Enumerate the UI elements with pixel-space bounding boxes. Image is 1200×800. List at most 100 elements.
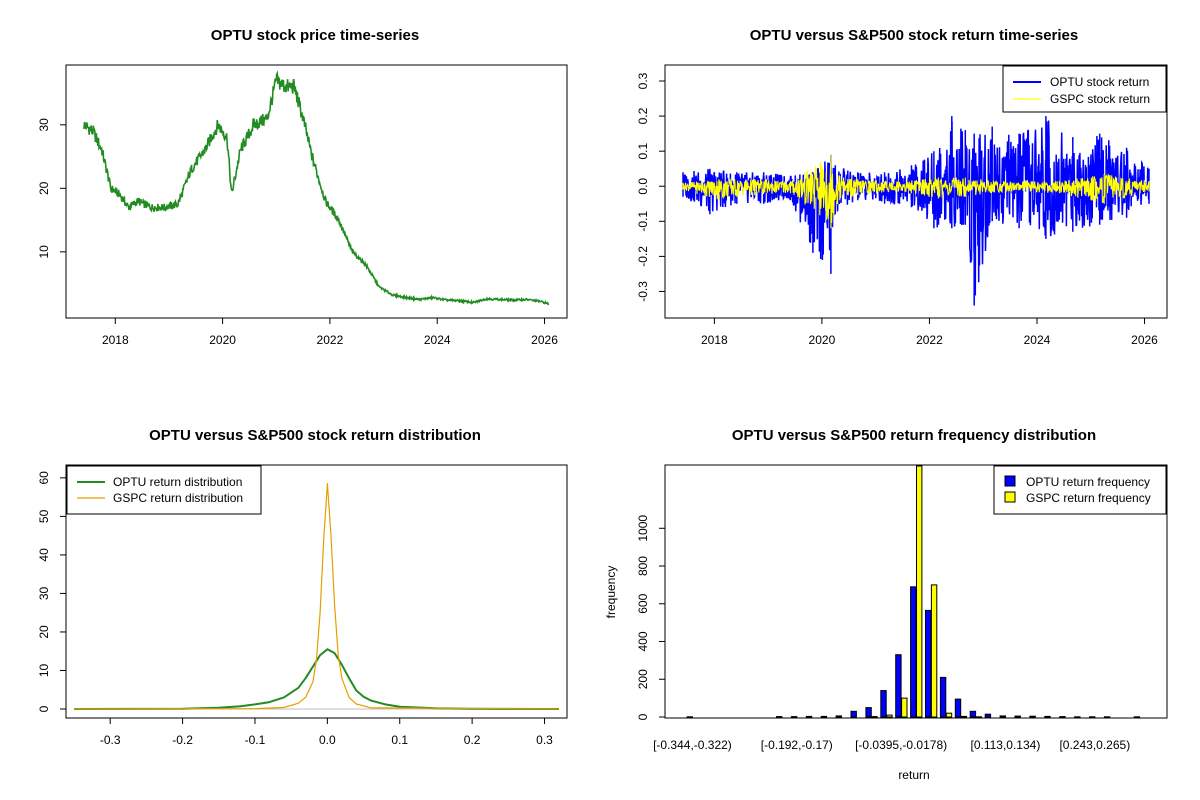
legend-gspc-return-label: GSPC stock return	[1050, 92, 1150, 106]
optu-freq-bar	[1014, 715, 1021, 718]
density-xtick-label: 0.0	[319, 733, 336, 747]
return-xtick-label: 2018	[701, 333, 728, 347]
optu-freq-bar	[1044, 715, 1051, 718]
price-plot-frame	[65, 64, 568, 319]
density-legend-box	[66, 465, 262, 515]
return-legend-box	[1002, 65, 1167, 113]
return-ytick-label: 0.3	[636, 72, 650, 89]
density-ytick-label: 40	[37, 548, 51, 562]
price-axis-ticks: 2018 2020 2022 2024 2026 10 20 30	[37, 118, 558, 347]
density-panel: OPTU versus S&P500 stock return distribu…	[37, 427, 568, 747]
optu-freq-bar	[850, 710, 857, 718]
optu-freq-bar	[895, 654, 902, 718]
legend-optu-freq-label: OPTU return frequency	[1026, 475, 1150, 489]
legend-gspc-density-label: GSPC return distribution	[113, 491, 243, 505]
optu-freq-bar	[939, 676, 947, 718]
price-xtick-label: 2018	[102, 333, 129, 347]
price-chart-title: OPTU stock price time-series	[211, 27, 419, 44]
return-axis-ticks: 2018 2020 2022 2024 2026 -0.3 -0.2 -0.1 0.0 0.1 0.…	[636, 72, 1158, 347]
return-ytick-label: -0.1	[636, 211, 650, 232]
gspc-freq-bar	[945, 712, 953, 718]
return-ytick-label: -0.2	[636, 246, 650, 267]
optu-freq-bar	[954, 698, 962, 718]
histogram-xtick-label: [-0.192,-0.17)	[761, 738, 833, 752]
density-xtick-label: -0.1	[245, 733, 266, 747]
density-plot-frame	[65, 464, 568, 719]
gspc-freq-bar	[916, 465, 923, 718]
gspc-freq-bar	[930, 584, 938, 718]
legend-optu-density-label: OPTU return distribution	[113, 475, 242, 489]
price-xtick-label: 2022	[317, 333, 344, 347]
density-ytick-label: 30	[37, 586, 51, 600]
histogram-xlabel: return	[898, 768, 929, 782]
return-ytick-label: 0.1	[636, 143, 650, 160]
histogram-xtick-label: [0.113,0.134)	[970, 738, 1040, 752]
optu-freq-bar	[910, 586, 917, 718]
optu-freq-bar	[984, 713, 992, 718]
histogram-ylabel: frequency	[604, 566, 618, 619]
density-ytick-label: 60	[37, 471, 51, 485]
legend-gspc-freq-swatch	[1004, 491, 1016, 503]
histogram-title: OPTU versus S&P500 return frequency dist…	[732, 427, 1096, 444]
density-legend: OPTU return distribution GSPC return dis…	[66, 465, 262, 515]
return-legend: OPTU stock return GSPC stock return	[1002, 65, 1167, 113]
density-xtick-label: 0.1	[391, 733, 408, 747]
optu-return-line	[682, 116, 1150, 306]
density-ytick-label: 20	[37, 625, 51, 639]
optu-freq-bar	[1029, 715, 1036, 718]
price-series-line	[83, 70, 550, 306]
return-ytick-label: 0.0	[636, 178, 650, 195]
legend-optu-return-label: OPTU stock return	[1050, 75, 1149, 89]
gspc-return-line	[682, 154, 1150, 229]
price-chart-panel: OPTU stock price time-series 2018 2020 202…	[37, 27, 568, 347]
optu-freq-bar	[880, 690, 887, 718]
gspc-freq-bar	[960, 715, 968, 718]
histogram-panel: OPTU versus S&P500 return frequency dist…	[604, 427, 1168, 782]
density-xtick-label: 0.2	[464, 733, 481, 747]
optu-freq-bar	[820, 715, 828, 718]
histogram-axis-ticks: 0 200 400 600 800 1000 [-0.344,-0.322) [-0.192,…	[636, 515, 1130, 752]
histogram-ytick-label: 200	[636, 669, 650, 689]
legend-optu-freq-swatch	[1004, 475, 1016, 487]
price-ytick-label: 20	[37, 181, 51, 195]
histogram-xtick-label: [-0.0395,-0.0178)	[855, 738, 947, 752]
optu-freq-bar	[925, 609, 932, 718]
optu-freq-bar	[805, 715, 813, 718]
legend-gspc-freq-label: GSPC return frequency	[1026, 491, 1151, 505]
price-xtick-label: 2024	[424, 333, 451, 347]
histogram-legend-box	[993, 465, 1167, 515]
density-series-marks	[73, 483, 560, 710]
return-series-marks	[682, 116, 1150, 306]
histogram-xtick-label: [-0.344,-0.322)	[653, 738, 732, 752]
histogram-xtick-label: [0.243,0.265)	[1059, 738, 1130, 752]
gspc-density-line	[73, 483, 560, 710]
return-xtick-label: 2024	[1024, 333, 1051, 347]
return-xtick-label: 2022	[916, 333, 943, 347]
histogram-plot-frame	[664, 464, 1168, 719]
density-axis-ticks: -0.3 -0.2 -0.1 0.0 0.1 0.2 0.3 0 10 20 30 40 50 60	[37, 471, 553, 747]
optu-freq-bar	[865, 707, 872, 718]
density-ytick-label: 10	[37, 663, 51, 677]
density-title: OPTU versus S&P500 stock return distribu…	[149, 427, 481, 444]
gspc-freq-bar	[886, 714, 893, 718]
price-series-marks	[83, 70, 550, 306]
return-ytick-label: -0.3	[636, 281, 650, 302]
optu-freq-bar	[999, 715, 1006, 718]
price-ytick-label: 10	[37, 245, 51, 259]
density-ytick-label: 0	[37, 705, 51, 712]
return-timeseries-title: OPTU versus S&P500 stock return time-ser…	[750, 27, 1078, 44]
density-xtick-label: -0.2	[172, 733, 193, 747]
histogram-ytick-label: 800	[636, 556, 650, 576]
return-xtick-label: 2020	[809, 333, 836, 347]
histogram-legend: OPTU return frequency GSPC return freque…	[993, 465, 1167, 515]
return-timeseries-panel: OPTU versus S&P500 stock return time-ser…	[636, 27, 1168, 347]
return-plot-frame	[664, 64, 1168, 319]
histogram-bars	[686, 465, 1141, 718]
density-xtick-label: 0.3	[536, 733, 553, 747]
optu-freq-bar	[835, 715, 842, 718]
histogram-ytick-label: 0	[636, 713, 650, 720]
price-xtick-label: 2026	[531, 333, 558, 347]
optu-density-line	[73, 648, 560, 710]
return-ytick-label: 0.2	[636, 107, 650, 124]
